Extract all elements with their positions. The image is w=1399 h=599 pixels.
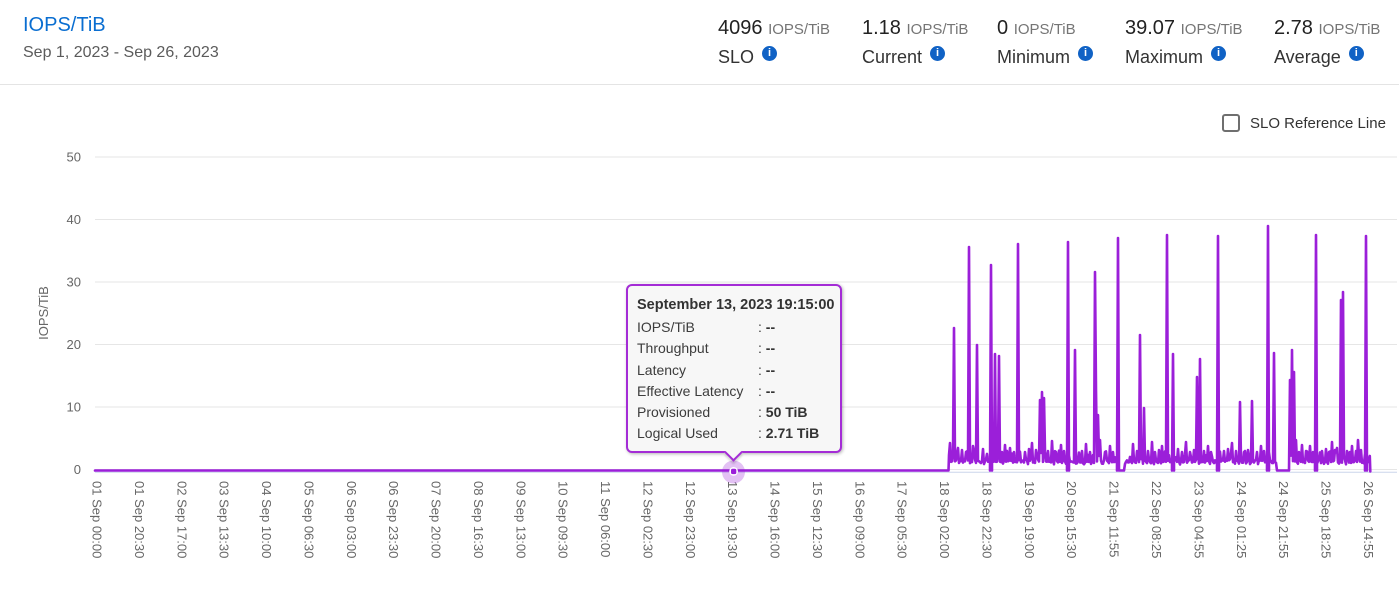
svg-text:18 Sep 22:30: 18 Sep 22:30 <box>980 481 995 558</box>
svg-text:03 Sep 13:30: 03 Sep 13:30 <box>217 481 232 558</box>
svg-text:18 Sep 02:00: 18 Sep 02:00 <box>937 481 952 558</box>
svg-text:21 Sep 11:55: 21 Sep 11:55 <box>1107 481 1122 557</box>
svg-text:02 Sep 17:00: 02 Sep 17:00 <box>174 481 189 558</box>
svg-text:13 Sep 19:30: 13 Sep 19:30 <box>725 481 740 558</box>
svg-text:40: 40 <box>67 212 81 227</box>
svg-text:08 Sep 16:30: 08 Sep 16:30 <box>471 481 486 558</box>
svg-text:04 Sep 10:00: 04 Sep 10:00 <box>259 481 274 558</box>
svg-text:05 Sep 06:30: 05 Sep 06:30 <box>301 481 316 558</box>
svg-text:15 Sep 12:30: 15 Sep 12:30 <box>810 481 825 558</box>
svg-text:06 Sep 23:30: 06 Sep 23:30 <box>386 481 401 558</box>
svg-text:10: 10 <box>67 400 81 415</box>
svg-text:0: 0 <box>74 462 81 477</box>
svg-text:12 Sep 02:30: 12 Sep 02:30 <box>640 481 655 558</box>
svg-text:10 Sep 09:30: 10 Sep 09:30 <box>556 481 571 558</box>
svg-text:IOPS/TiB: IOPS/TiB <box>36 286 51 340</box>
svg-text:24 Sep 21:55: 24 Sep 21:55 <box>1276 481 1291 558</box>
svg-text:19 Sep 19:00: 19 Sep 19:00 <box>1022 481 1037 558</box>
svg-text:25 Sep 18:25: 25 Sep 18:25 <box>1319 481 1334 558</box>
svg-text:01 Sep 20:30: 01 Sep 20:30 <box>132 481 147 558</box>
svg-text:22 Sep 08:25: 22 Sep 08:25 <box>1149 481 1164 558</box>
svg-text:50: 50 <box>67 150 81 165</box>
svg-text:17 Sep 05:30: 17 Sep 05:30 <box>895 481 910 558</box>
svg-text:01 Sep 00:00: 01 Sep 00:00 <box>90 481 105 558</box>
svg-text:11 Sep 06:00: 11 Sep 06:00 <box>598 481 613 557</box>
svg-text:07 Sep 20:00: 07 Sep 20:00 <box>429 481 444 558</box>
svg-text:24 Sep 01:25: 24 Sep 01:25 <box>1234 481 1249 558</box>
svg-text:16 Sep 09:00: 16 Sep 09:00 <box>852 481 867 558</box>
svg-text:12 Sep 23:00: 12 Sep 23:00 <box>683 481 698 558</box>
svg-text:23 Sep 04:55: 23 Sep 04:55 <box>1191 481 1206 558</box>
svg-text:06 Sep 03:00: 06 Sep 03:00 <box>344 481 359 558</box>
svg-text:26 Sep 14:55: 26 Sep 14:55 <box>1361 481 1376 558</box>
svg-text:14 Sep 16:00: 14 Sep 16:00 <box>768 481 783 558</box>
svg-text:30: 30 <box>67 275 81 290</box>
svg-text:20 Sep 15:30: 20 Sep 15:30 <box>1064 481 1079 558</box>
svg-text:09 Sep 13:00: 09 Sep 13:00 <box>513 481 528 558</box>
svg-text:20: 20 <box>67 337 81 352</box>
